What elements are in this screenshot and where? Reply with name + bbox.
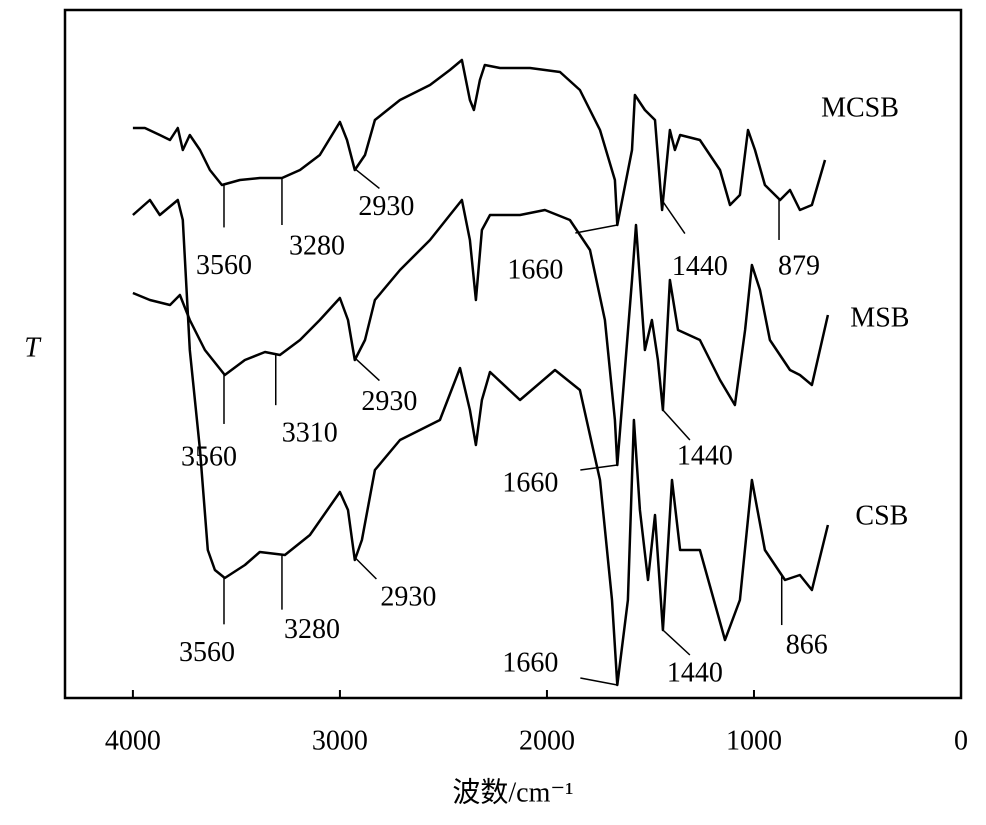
spectrum-line	[132, 58, 827, 227]
spectrum-line	[132, 198, 830, 467]
peak-label: 1440	[677, 440, 733, 471]
y-axis-label: T	[24, 332, 42, 363]
peak-label: 3560	[179, 637, 235, 668]
peak-label: 3560	[196, 250, 252, 281]
series-label: MSB	[850, 302, 909, 333]
peak-label: 1440	[672, 251, 728, 282]
peak-leader	[580, 464, 618, 471]
peak-label: 3280	[284, 614, 340, 645]
peak-label: 3280	[289, 230, 345, 261]
peak-label: 1660	[502, 467, 558, 498]
x-tick-label: 4000	[105, 725, 161, 756]
x-tick-label: 0	[954, 725, 968, 756]
peak-label: 3310	[282, 418, 338, 449]
peak-leader	[662, 629, 691, 656]
peak-label: 2930	[358, 191, 414, 222]
x-tick-label: 2000	[519, 725, 575, 756]
x-tick-label: 3000	[312, 725, 368, 756]
x-axis-label: 波数/cm⁻¹	[452, 776, 573, 808]
peak-leader	[662, 201, 686, 235]
peak-label: 1660	[502, 647, 558, 678]
peak-leader	[662, 409, 691, 441]
peak-label: 2930	[361, 386, 417, 417]
peak-label: 879	[778, 250, 820, 281]
x-tick-label: 1000	[726, 725, 782, 756]
peak-label: 866	[786, 629, 828, 660]
peak-leader	[353, 357, 380, 382]
peak-label: 1660	[507, 254, 563, 285]
peak-label: 3560	[181, 441, 237, 472]
peak-label: 2930	[380, 581, 436, 612]
spectrum-line	[132, 198, 830, 687]
peak-leader	[353, 556, 377, 580]
peak-leader	[580, 677, 618, 686]
peak-leader	[575, 224, 618, 234]
peak-leader	[353, 167, 380, 190]
series-label: CSB	[855, 500, 908, 531]
plot-frame	[63, 8, 963, 700]
peak-label: 1440	[667, 657, 723, 688]
series-label: MCSB	[821, 92, 899, 123]
